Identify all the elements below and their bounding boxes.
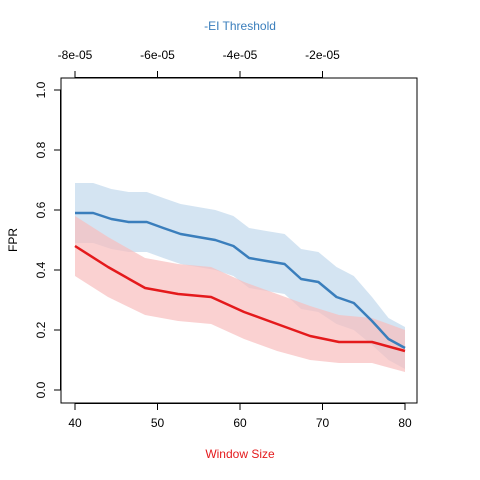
x-tick-label: 40 [68, 416, 82, 430]
series-line-2 [74, 244, 406, 353]
x-axis-title: Window Size [205, 447, 275, 461]
series-lines [74, 211, 406, 353]
y-tick-label: 0.8 [34, 141, 48, 158]
x-tick-label: 80 [398, 416, 412, 430]
series-line-1 [75, 211, 406, 350]
confidence-band-2 [75, 216, 405, 372]
axes: 40 50 60 70 80 -8e-05 -6e-05 -4e-05 -2e-05 0.0 0.2… [34, 48, 412, 430]
y-tick-label: 0.2 [34, 321, 48, 338]
top-tick-label: -8e-05 [58, 48, 93, 62]
y-tick-label: 0.6 [34, 201, 48, 218]
top-tick-label: -6e-05 [140, 48, 175, 62]
y-tick-label: 0.0 [34, 381, 48, 398]
confidence-band-1 [75, 183, 405, 369]
top-axis-title: -EI Threshold [204, 19, 276, 33]
y-tick-label: 0.4 [34, 261, 48, 278]
top-tick-label: -4e-05 [223, 48, 258, 62]
x-tick-label: 60 [233, 416, 247, 430]
x-tick-label: 70 [316, 416, 330, 430]
y-axis-title: FPR [6, 228, 20, 252]
x-tick-label: 50 [151, 416, 165, 430]
top-tick-label: -2e-05 [305, 48, 340, 62]
y-tick-label: 1.0 [34, 81, 48, 98]
confidence-bands [75, 183, 405, 372]
